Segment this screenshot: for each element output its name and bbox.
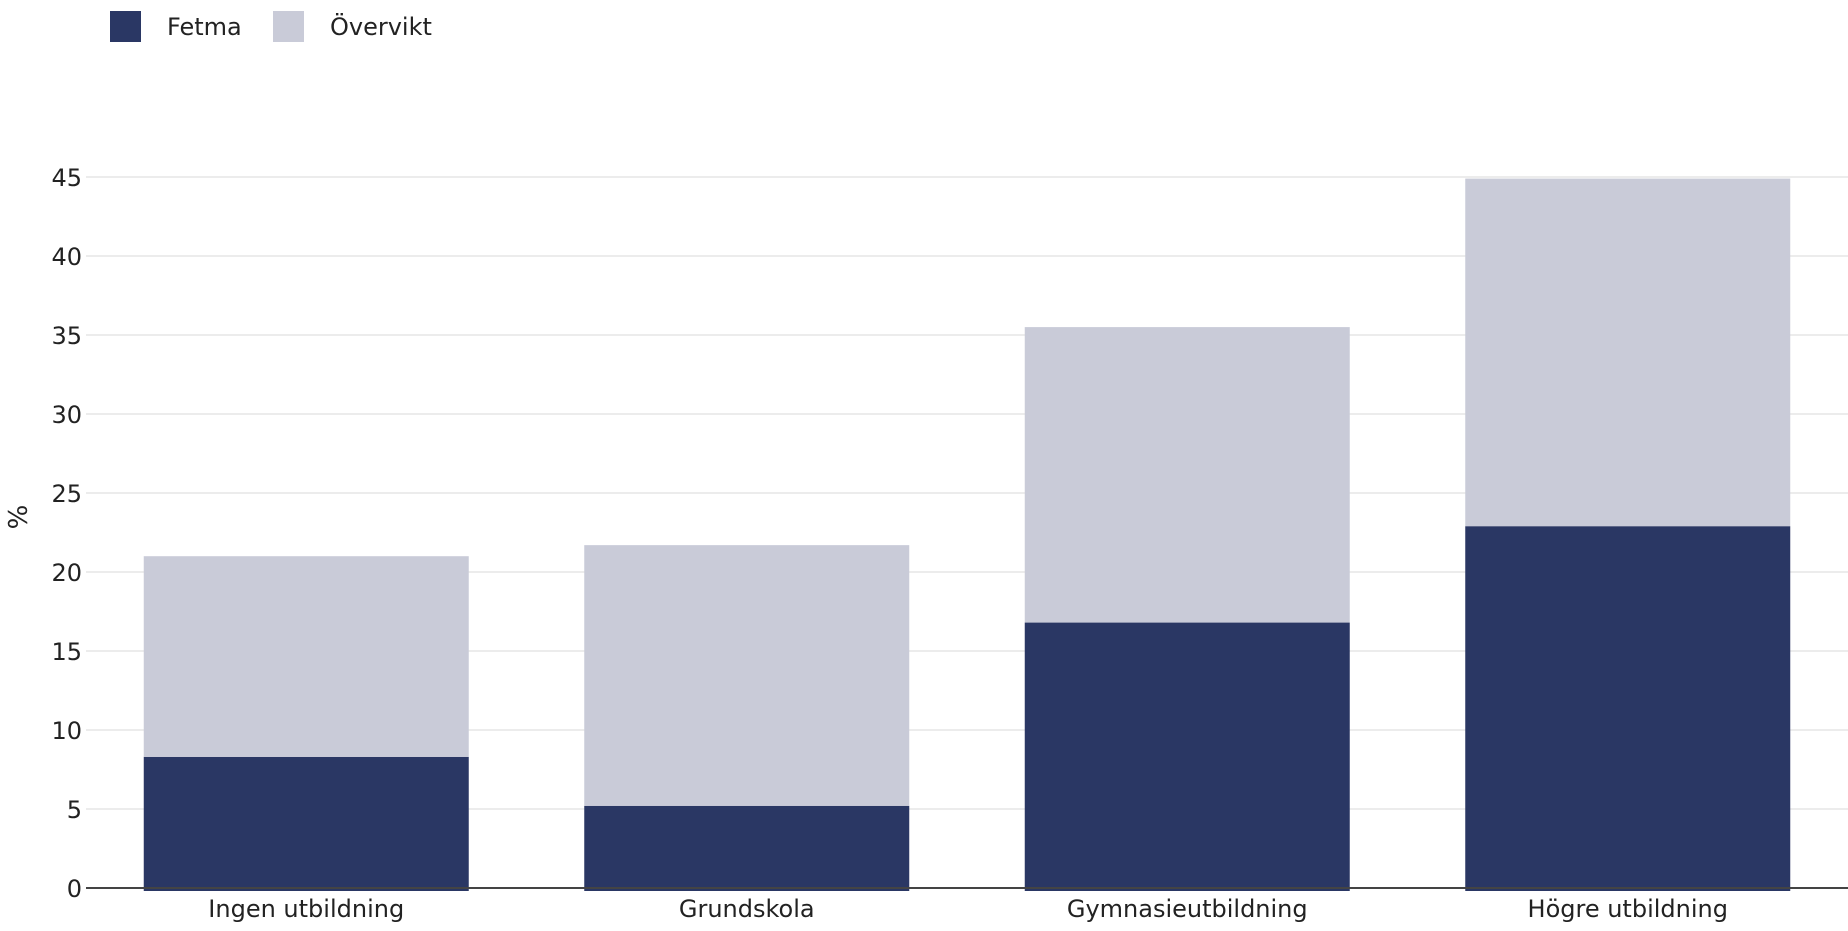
x-axis-labels: Ingen utbildning Grundskola Gymnasieutbild…	[208, 895, 1728, 923]
bar--vervikt-1[interactable]	[143, 556, 469, 757]
bar--vervikt-2[interactable]	[584, 545, 910, 806]
x-category-label: Högre utbildning	[1528, 895, 1728, 923]
bar-fetma-3[interactable]	[1024, 622, 1350, 891]
legend-swatch--vervikt[interactable]	[273, 11, 304, 42]
y-tick-label: 15	[51, 638, 82, 666]
y-axis-title: %	[4, 505, 34, 530]
bar--vervikt-4[interactable]	[1465, 178, 1791, 527]
y-tick-label: 25	[51, 480, 82, 508]
x-category-label: Gymnasieutbildning	[1067, 895, 1308, 923]
y-tick-label: 30	[51, 401, 82, 429]
y-tick-label: 40	[51, 243, 82, 271]
legend-swatch-fetma[interactable]	[110, 11, 141, 42]
y-tick-label: 35	[51, 322, 82, 350]
y-tick-label: 45	[51, 164, 82, 192]
bar-fetma-1[interactable]	[143, 756, 469, 891]
y-tick-label: 5	[67, 796, 82, 824]
y-tick-label: 20	[51, 559, 82, 587]
legend-label--vervikt[interactable]: Övervikt	[330, 12, 432, 41]
bar-fetma-4[interactable]	[1465, 526, 1791, 891]
y-tick-label: 10	[51, 717, 82, 745]
y-axis-ticks: 0 5 10 15 20 25 30 35 40 45	[51, 164, 82, 903]
legend: Fetma Övervikt	[110, 11, 432, 42]
legend-label-fetma[interactable]: Fetma	[167, 13, 242, 41]
x-category-label: Grundskola	[679, 895, 815, 923]
x-category-label: Ingen utbildning	[208, 895, 404, 923]
bar--vervikt-3[interactable]	[1024, 327, 1350, 623]
y-tick-label: 0	[67, 875, 82, 903]
bars	[86, 178, 1848, 891]
bar-fetma-2[interactable]	[584, 805, 910, 891]
